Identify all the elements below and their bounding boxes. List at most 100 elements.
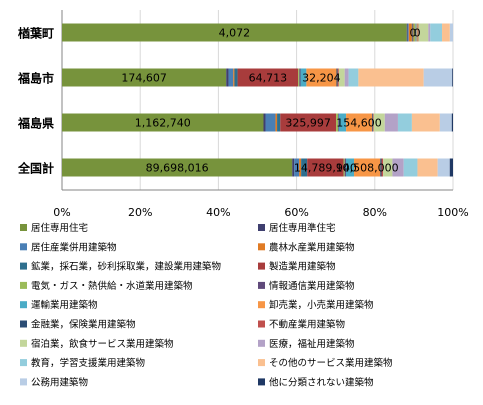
bar-segment [348,68,359,87]
data-label: 64,713 [249,72,288,85]
legend-swatch [20,378,27,386]
bar-segment [403,158,418,177]
legend-swatch [20,301,27,309]
legend-swatch [258,281,265,289]
bar-segment [62,158,293,177]
bar-segment [228,68,234,87]
bar-segment [416,23,418,42]
bar-segment [299,68,301,87]
data-label: 89,698,016 [146,162,209,175]
category-label: 福島県 [17,116,54,131]
bar-segment [338,68,345,87]
data-label: 10,508,000 [336,162,399,175]
bar-segment [380,158,382,177]
legend-label: 農林水産業用建築物 [269,241,355,253]
bar-segment [299,158,302,177]
bar-segment [452,68,453,87]
legend-label: 製造業用建築物 [269,261,336,273]
bar-segment [336,113,339,132]
x-tick-label: 100% [437,206,468,219]
category-label: 楢葉町 [18,26,54,41]
legend-label: 電気・ガス・熱供給・水道業用建築物 [31,280,193,292]
bar-segment [294,158,300,177]
legend-swatch [20,359,27,367]
bar-segment [226,68,229,87]
bar-segment [234,68,238,87]
x-tick-label: 80% [363,206,387,219]
legend-label: 医療，福祉用建築物 [269,338,355,350]
legend-swatch [258,320,265,328]
data-label: 0 [414,27,421,40]
bar-segment [338,113,347,132]
legend-label: 不動産業用建築物 [269,319,346,331]
data-label: 14,789,940 [294,162,357,175]
bar-segment [346,113,373,132]
bar-segment [343,158,345,177]
legend-swatch [20,224,27,231]
bar-segment [263,113,266,132]
bar-segment [277,113,281,132]
legend-label: 他に分類されない建築物 [269,376,374,388]
legend-label: 運輸業用建築物 [31,299,98,311]
x-tick-label: 20% [128,206,152,219]
legend-swatch [20,243,27,251]
data-label: 1,162,740 [135,117,191,130]
bar-segment [301,158,308,177]
bar-segment [298,68,300,87]
legend-label: その他のサービス業用建築物 [269,357,393,369]
bar-segment [451,113,453,132]
legend-label: 鉱業，採石業，砂利採取業，建設業用建築物 [31,261,222,273]
x-tick-label: 40% [206,206,230,219]
bar-segment [345,158,355,177]
bar-segment [372,113,374,132]
legend-swatch [258,243,265,251]
data-label: 32,204 [302,72,341,85]
bar-segment [336,68,338,87]
category-label: 福島市 [17,71,54,86]
bar-segment [62,23,407,42]
bar-segment [413,23,416,42]
bar-segment [428,23,431,42]
legend-label: 居住専用住宅 [31,222,88,234]
legend-swatch [258,339,265,347]
bar-segment [306,68,337,87]
legend-label: 宿泊業，飲食サービス業用建築物 [31,338,174,350]
bar-segment [300,68,307,87]
x-tick-label: 0% [53,206,70,219]
bar-segment [392,158,404,177]
bar-segment [384,113,398,132]
bar-segment [411,113,440,132]
bar-segment [307,158,344,177]
legend-swatch [20,281,27,289]
legend-swatch [258,224,265,231]
bar-segment [338,113,339,132]
bar-segment [62,68,227,87]
bar-segment [358,68,424,87]
bar-segment [408,23,412,42]
bar-segment [344,68,349,87]
bar-segment [233,68,235,87]
bar-segment [292,158,295,177]
bar-segment [275,113,278,132]
legend-label: 金融業，保険業用建築物 [31,319,136,331]
legend-label: 情報通信業用建築物 [269,280,355,292]
bar-segment [412,23,414,42]
legend-swatch [20,262,27,270]
bar-segment [372,113,373,132]
legend-swatch [258,262,265,270]
legend-swatch [20,339,27,347]
bar-segment [337,68,339,87]
data-label: 154,600 [336,117,382,130]
bar-segment [237,68,299,87]
legend-swatch [258,301,265,309]
legend-swatch [20,320,27,328]
bar-segment [423,68,453,87]
bar-segment [430,23,443,42]
bar-segment [439,113,452,132]
bar-segment [381,158,384,177]
bar-segment [397,113,412,132]
bar-segment [437,158,450,177]
bar-segment [442,23,450,42]
data-label: 174,607 [121,72,167,85]
